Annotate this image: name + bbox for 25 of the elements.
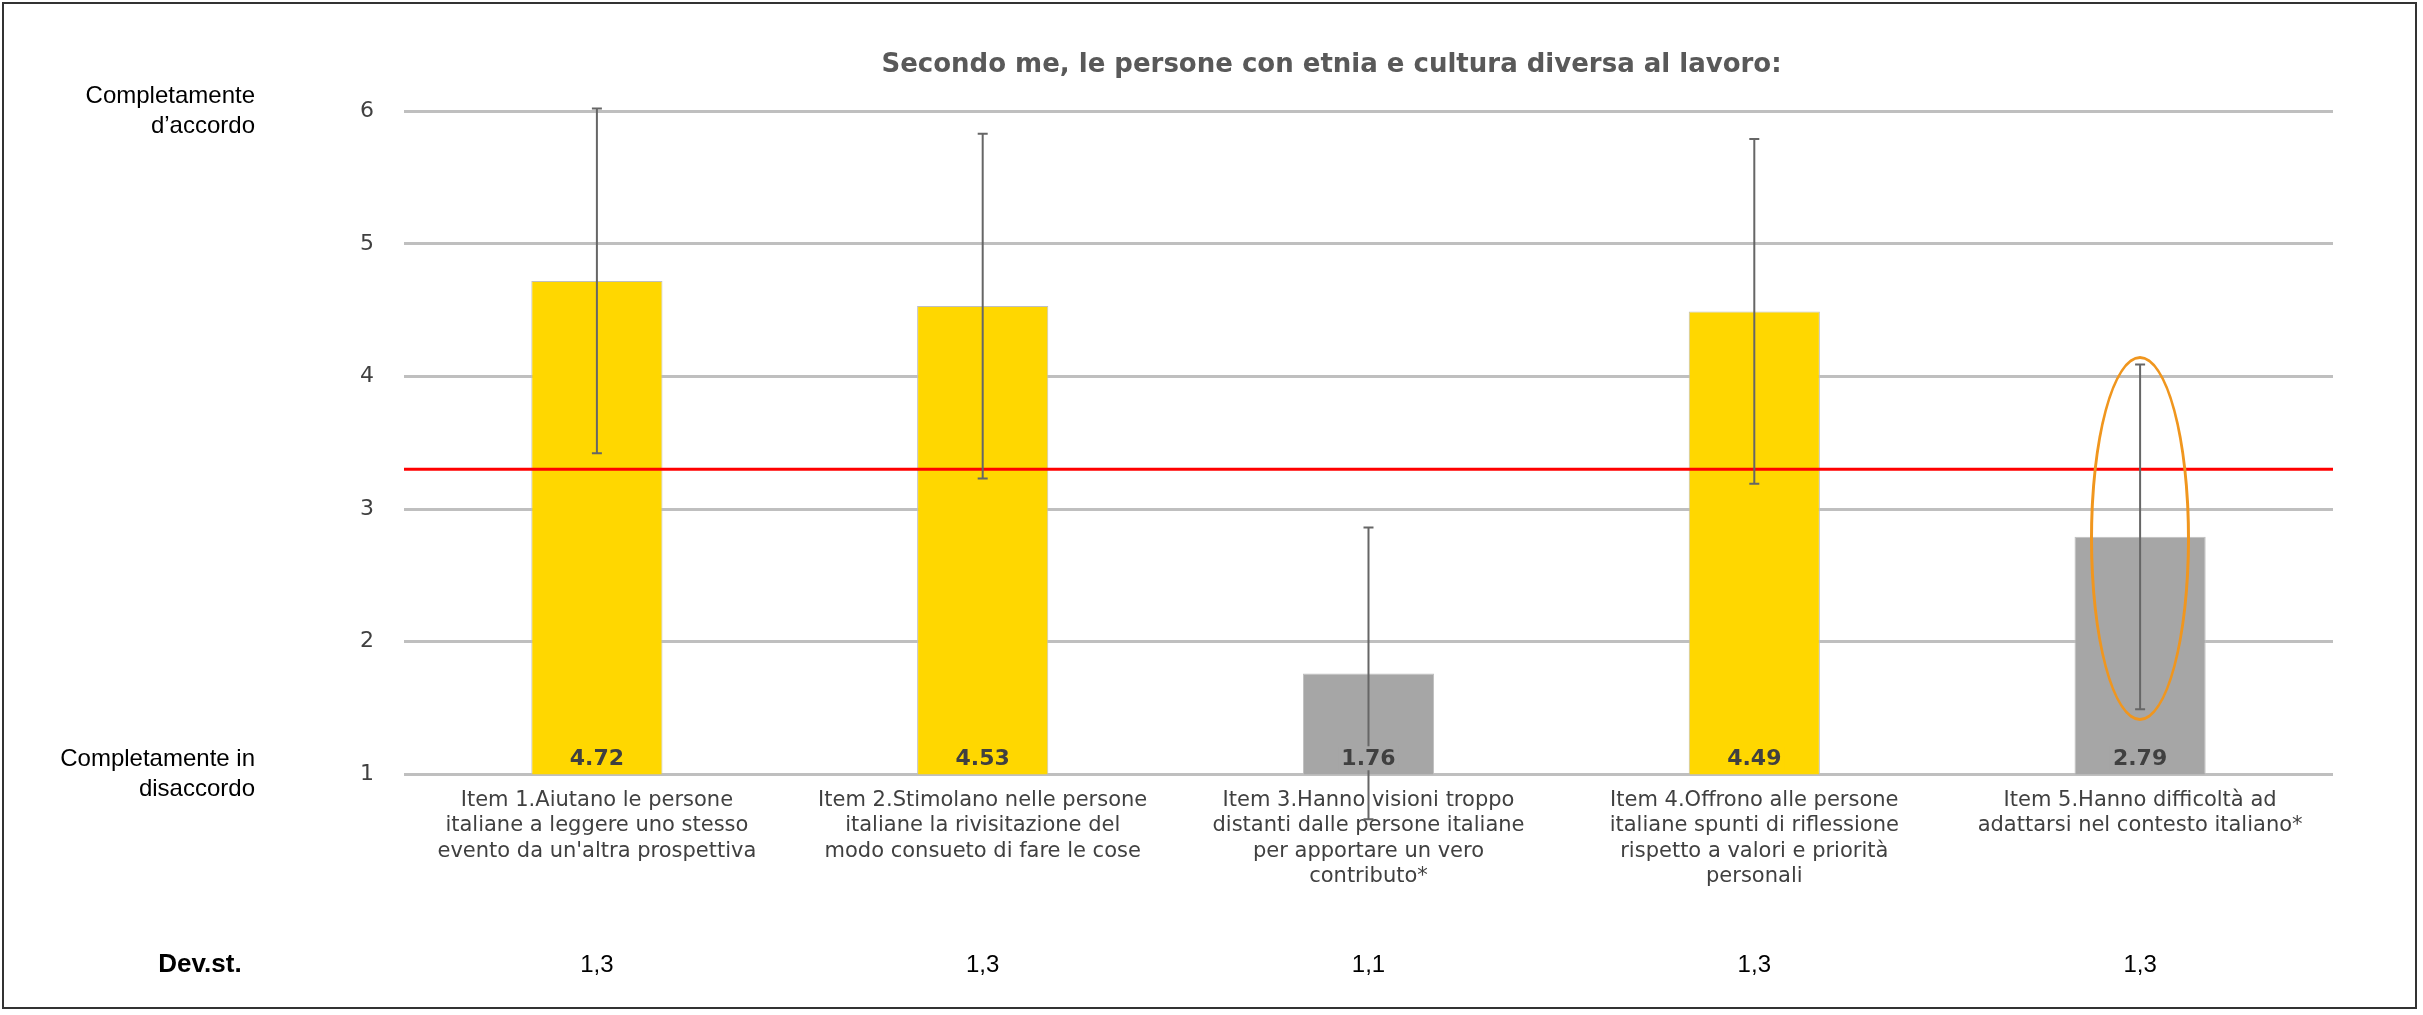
y-tick-label: 2: [360, 627, 374, 653]
text: Completamente in disaccordo: [60, 743, 255, 801]
x-tick-label: Item 2.Stimolano nelle persone italiane la rivisitazione del modo consueto di fare le cose: [818, 787, 1148, 862]
text: 1,1: [1351, 949, 1386, 977]
data-label: 4.49: [1727, 744, 1782, 770]
data-label: 1.76: [1341, 744, 1396, 770]
y-tick-label: 5: [360, 229, 374, 255]
y-tick-label: 3: [360, 494, 374, 520]
text: 1,3: [1737, 949, 1771, 977]
text: 1,3: [2123, 949, 2157, 977]
text: 1,3: [966, 949, 1000, 977]
data-label: 2.79: [2112, 744, 2168, 770]
y-tick-label: 6: [360, 96, 374, 122]
text: Completamente d’accordo: [85, 80, 255, 138]
data-label: 4.53: [955, 744, 1010, 770]
x-tick-label: Item 5.Hanno difficoltà ad adattarsi nel contesto italiano*: [1977, 787, 2303, 837]
text: 1,3: [580, 949, 614, 977]
x-tick-label: Item 3.Hanno visioni troppo distanti dalle persone italiane per apportare un vero contributo*: [1212, 787, 1525, 887]
text: Dev.st.: [158, 948, 242, 979]
y-tick-label: 4: [360, 362, 374, 388]
y-tick-label: 1: [360, 759, 374, 785]
x-tick-label: Item 1.Aiutano le persone italiane a leggere uno stesso evento da un'altra prospettiva: [437, 787, 757, 862]
x-tick-label: Item 4.Offrono alle persone italiane spunti di riflessione rispetto a valori e priorità personali: [1609, 787, 1899, 887]
chart-title: Secondo me, le persone con etnia e cultura diversa al lavoro:: [881, 48, 1782, 79]
data-label: 4.72: [569, 744, 625, 770]
